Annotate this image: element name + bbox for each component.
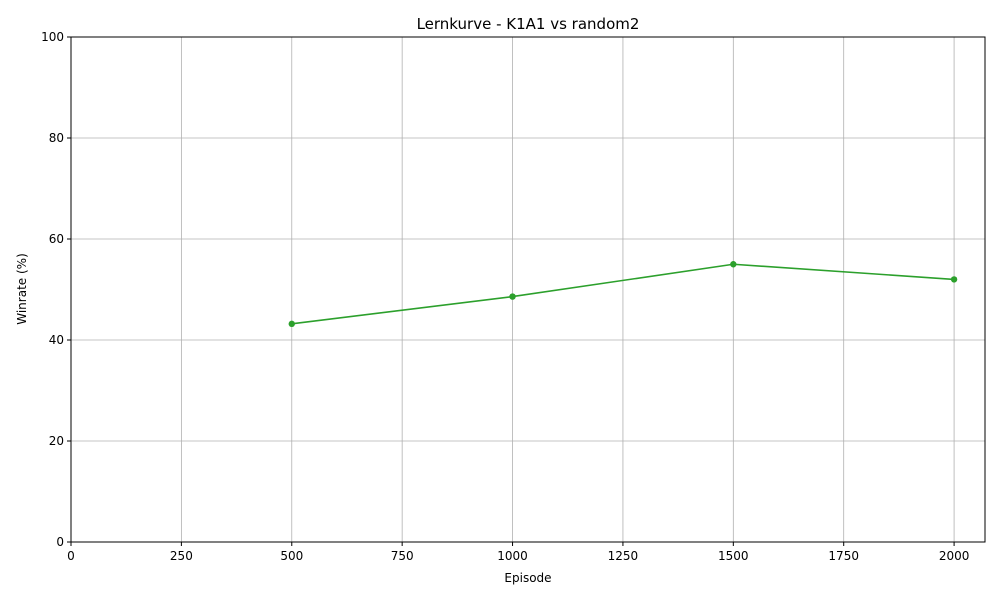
y-tick-label: 60: [49, 232, 64, 246]
chart-title: Lernkurve - K1A1 vs random2: [417, 15, 640, 33]
x-axis-title: Episode: [504, 571, 551, 585]
series-layer: [288, 261, 958, 328]
plot-frame: [70, 36, 986, 543]
x-tick-label: 1000: [497, 549, 528, 563]
data-point: [288, 320, 295, 328]
y-tick-label: 80: [49, 131, 64, 145]
y-tick-label: 40: [49, 333, 64, 347]
data-point: [509, 293, 516, 300]
data-point: [730, 261, 737, 268]
x-tick-label: 250: [170, 549, 193, 563]
tick-marks: 0 250 500 750 1000 1250 1500 1750 2000 0 20 40 60 80 1…: [41, 30, 969, 563]
data-point: [950, 276, 958, 283]
x-tick-label: 0: [67, 549, 75, 563]
axes: [70, 36, 986, 543]
y-axis-title: Winrate (%): [15, 253, 29, 325]
x-tick-label: 500: [280, 549, 303, 563]
x-tick-label: 750: [391, 549, 414, 563]
x-tick-label: 2000: [939, 549, 970, 563]
x-tick-label: 1750: [828, 549, 859, 563]
y-tick-label: 20: [49, 434, 64, 448]
x-tick-label: 1250: [608, 549, 639, 563]
x-tick-label: 1500: [718, 549, 749, 563]
series-line: [291, 263, 955, 325]
y-tick-label: 0: [56, 535, 64, 549]
y-tick-label: 100: [41, 30, 64, 44]
